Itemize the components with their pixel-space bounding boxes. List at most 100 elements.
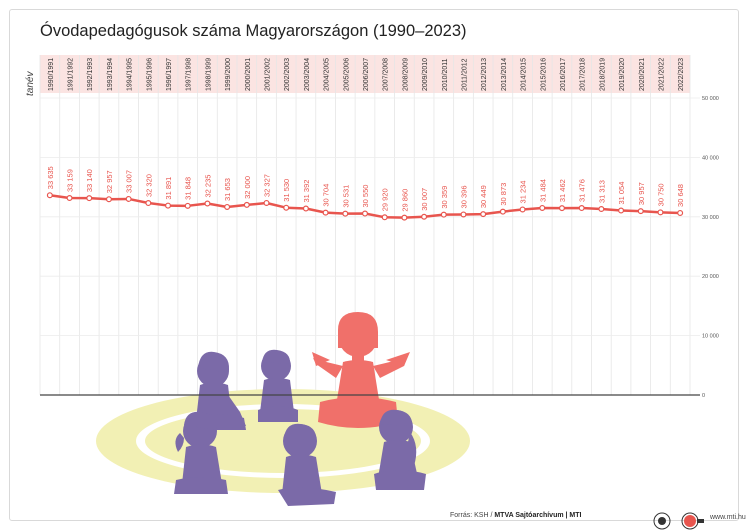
data-label: 31 476 [578,179,587,202]
data-point [362,210,369,217]
source-prefix: Forrás: KSH / [450,512,495,519]
data-point [598,206,605,213]
x-tick-label: 2007/2008 [383,58,390,91]
data-point [184,202,191,209]
data-point [637,208,644,215]
series-points [46,192,684,221]
x-tick-label: 2016/2017 [560,58,567,91]
x-tick-label: 1990/1991 [48,58,55,91]
children-silhouettes [174,349,426,506]
mti-logo-icon [653,512,671,530]
x-tick-label: 2003/2004 [304,58,311,91]
data-label: 31 313 [597,180,606,203]
x-tick-label: 1993/1994 [107,58,114,91]
x-tick-label: 2017/2018 [580,58,587,91]
source-credit: Forrás: KSH / MTVA Sajtóarchívum | MTI [450,512,581,519]
y-tick-label: 30 000 [702,215,719,221]
data-label: 30 704 [322,184,331,207]
x-tick-label: 1994/1995 [127,58,134,91]
data-point [145,200,152,207]
x-tick-labels: 1990/1991 1991/1992 1992/1993 1993/1994 1994… [48,58,685,91]
x-tick-label: 2020/2021 [639,58,646,91]
category-header-band [40,55,690,93]
y-tick-label: 20 000 [702,274,719,280]
data-point [224,203,231,210]
data-point [460,211,467,218]
data-point [66,195,73,202]
data-point [578,205,585,212]
data-point [204,200,211,207]
x-tick-label: 1997/1998 [186,58,193,91]
x-tick-label: 2008/2009 [402,58,409,91]
kindergarten-illustration [96,312,470,506]
x-tick-label: 2001/2002 [265,58,272,91]
data-label: 30 957 [637,182,646,205]
data-label: 30 449 [479,185,488,208]
x-tick-label: 2018/2019 [599,58,606,91]
child-5 [374,409,426,490]
data-label: 29 920 [381,188,390,211]
data-point [499,208,506,215]
data-point [618,207,625,214]
data-point [105,196,112,203]
source-bold: MTVA Sajtóarchívum | MTI [494,512,582,519]
x-tick-label: 2021/2022 [658,58,665,91]
data-label: 32 320 [144,174,153,197]
x-tick-label: 2000/2001 [245,58,252,91]
data-point [322,209,329,216]
data-label: 32 957 [105,170,114,193]
data-point [342,210,349,217]
data-point [440,211,447,218]
data-point [657,209,664,216]
website-link[interactable]: www.mti.hu [710,514,746,521]
x-tick-label: 1999/2000 [225,58,232,91]
data-point [165,202,172,209]
x-tick-label: 1995/1996 [146,58,153,91]
data-label: 31 891 [164,177,173,200]
data-label: 32 235 [203,175,212,198]
teacher-silhouette [312,312,410,428]
y-tick-label: 10 000 [702,334,719,340]
x-tick-label: 2009/2010 [422,58,429,91]
x-tick-label: 2002/2003 [284,58,291,91]
data-label: 31 653 [223,178,232,201]
data-label: 33 159 [66,169,75,192]
x-tick-label: 2022/2023 [678,58,685,91]
x-tick-label: 2014/2015 [521,58,528,91]
data-point [401,214,408,221]
data-label: 30 550 [361,185,370,208]
x-tick-label: 2004/2005 [324,58,331,91]
data-label: 30 873 [499,183,508,206]
data-point [302,205,309,212]
data-point [381,214,388,221]
data-point [243,201,250,208]
data-label: 30 750 [656,183,665,206]
child-3 [174,411,228,494]
x-tick-label: 2010/2011 [442,58,449,91]
data-label: 31 848 [184,177,193,200]
mtva-logo-icon [681,512,704,530]
y-tick-label: 40 000 [702,155,719,161]
data-label: 30 396 [459,185,468,208]
y-tick-label: 50 000 [702,96,719,102]
data-point [86,195,93,202]
data-label: 32 327 [263,174,272,197]
x-tick-label: 1992/1993 [87,58,94,91]
child-2 [258,349,298,422]
data-label: 30 359 [440,186,449,209]
header-band-rect [40,55,690,93]
x-tick-label: 2013/2014 [501,58,508,91]
x-tick-label: 1991/1992 [68,58,75,91]
data-labels: 33 635 33 159 33 140 32 957 33 007 32 320 31 8… [46,166,685,211]
x-tick-label: 2015/2016 [540,58,547,91]
data-point [125,195,132,202]
data-point [46,192,53,199]
data-label: 32 000 [243,176,252,199]
x-tick-label: 2006/2007 [363,58,370,91]
data-label: 31 462 [558,179,567,202]
y-tick-label: 0 [702,393,705,399]
data-label: 33 635 [46,166,55,189]
data-label: 31 484 [538,179,547,202]
data-label: 31 392 [302,180,311,203]
data-label: 30 007 [420,188,429,211]
